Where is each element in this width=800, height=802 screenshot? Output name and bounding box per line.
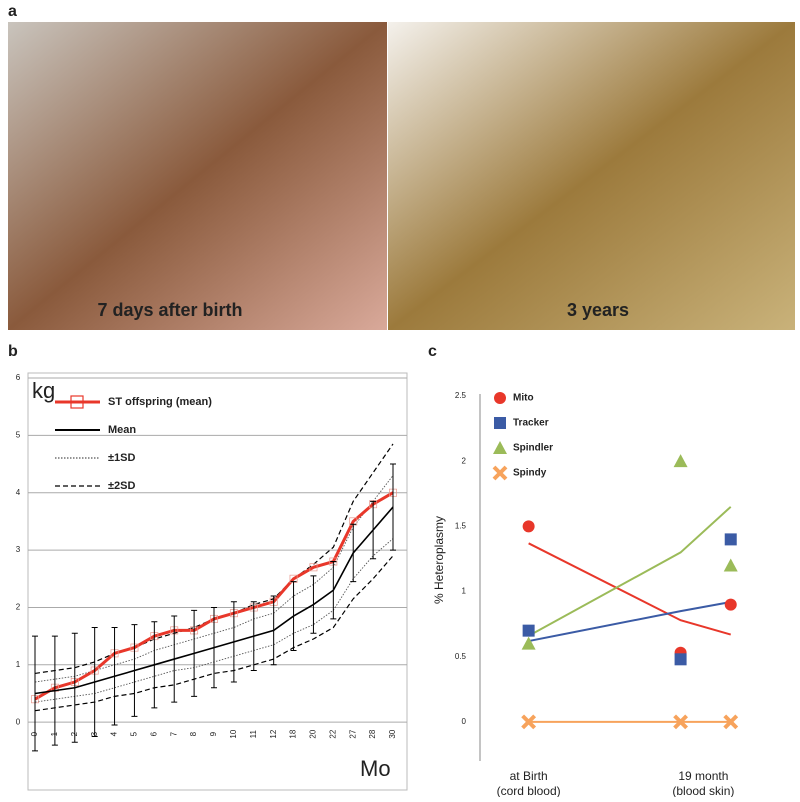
x-label: at Birth: [510, 769, 548, 783]
marker: [493, 441, 507, 454]
x-label: (blood skin): [672, 784, 734, 797]
marker: [673, 454, 688, 468]
x-tick-label: 22: [328, 729, 337, 738]
x-tick-label: 30: [388, 729, 397, 738]
y-tick-label: 5: [16, 430, 21, 439]
marker: [494, 392, 506, 404]
legend-label: ±2SD: [108, 480, 135, 492]
marker: [492, 465, 508, 481]
x-tick-label: 6: [149, 731, 158, 736]
y-tick-label: 4: [16, 488, 21, 497]
panel-label: b: [8, 343, 18, 360]
plot-frame: [27, 372, 408, 791]
panel-label: c: [428, 343, 437, 360]
photo: [388, 22, 795, 330]
legend-label: Spindy: [513, 468, 547, 479]
marker: [723, 714, 739, 730]
y-axis-label: kg: [32, 378, 55, 403]
marker: [522, 624, 535, 637]
trend-line: [528, 542, 732, 636]
legend-label: Mito: [513, 393, 534, 404]
y-tick-label: 1.5: [455, 521, 467, 530]
marker: [724, 533, 737, 546]
photo: [8, 22, 387, 330]
panel-label: a: [8, 3, 17, 20]
x-tick-label: 7: [169, 731, 178, 736]
y-tick-label: 0.5: [455, 652, 467, 661]
marker: [494, 417, 506, 429]
marker: [522, 520, 535, 533]
x-tick-label: 5: [130, 731, 139, 736]
marker: [723, 558, 738, 572]
x-tick-label: 18: [289, 729, 298, 738]
marker: [521, 636, 536, 650]
legend-label: Mean: [108, 424, 136, 436]
x-tick-label: 11: [249, 729, 258, 738]
marker: [70, 395, 84, 409]
legend-label: ±1SD: [108, 452, 135, 464]
x-tick-label: 8: [189, 731, 198, 736]
x-tick-label: 10: [229, 729, 238, 738]
series-line: [34, 506, 394, 695]
y-axis-label: % Heteroplasmy: [432, 516, 446, 604]
x-label: 19 month: [678, 769, 728, 783]
x-tick-label: 4: [110, 731, 119, 736]
marker: [521, 714, 537, 730]
x-tick-label: 20: [309, 729, 318, 738]
legend-label: Tracker: [513, 418, 549, 429]
legend-label: Spindler: [513, 443, 553, 454]
y-tick-label: 2: [16, 603, 21, 612]
legend-label: ST offspring (mean): [108, 396, 212, 408]
y-tick-label: 6: [16, 373, 21, 382]
trend-line: [528, 600, 731, 643]
y-tick-label: 2: [462, 456, 467, 465]
x-tick-label: 27: [348, 729, 357, 738]
x-axis-label: Mo: [360, 756, 391, 781]
photo-caption: 3 years: [567, 300, 629, 320]
marker: [674, 653, 687, 666]
x-label: (cord blood): [497, 784, 561, 797]
marker: [724, 598, 737, 611]
marker: [309, 563, 318, 572]
y-tick-label: 0: [16, 717, 21, 726]
x-tick-label: 9: [209, 731, 218, 736]
y-tick-label: 1: [16, 660, 21, 669]
x-tick-label: 12: [269, 729, 278, 738]
y-tick-label: 3: [16, 545, 21, 554]
y-tick-label: 0: [462, 717, 467, 726]
photo-caption: 7 days after birth: [97, 300, 242, 320]
trend-line: [528, 506, 732, 637]
x-tick-label: 28: [368, 729, 377, 738]
y-tick-label: 2.5: [455, 391, 467, 400]
marker: [673, 714, 689, 730]
y-tick-label: 1: [462, 587, 467, 596]
